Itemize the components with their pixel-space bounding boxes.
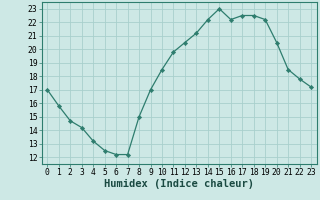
X-axis label: Humidex (Indice chaleur): Humidex (Indice chaleur) <box>104 179 254 189</box>
